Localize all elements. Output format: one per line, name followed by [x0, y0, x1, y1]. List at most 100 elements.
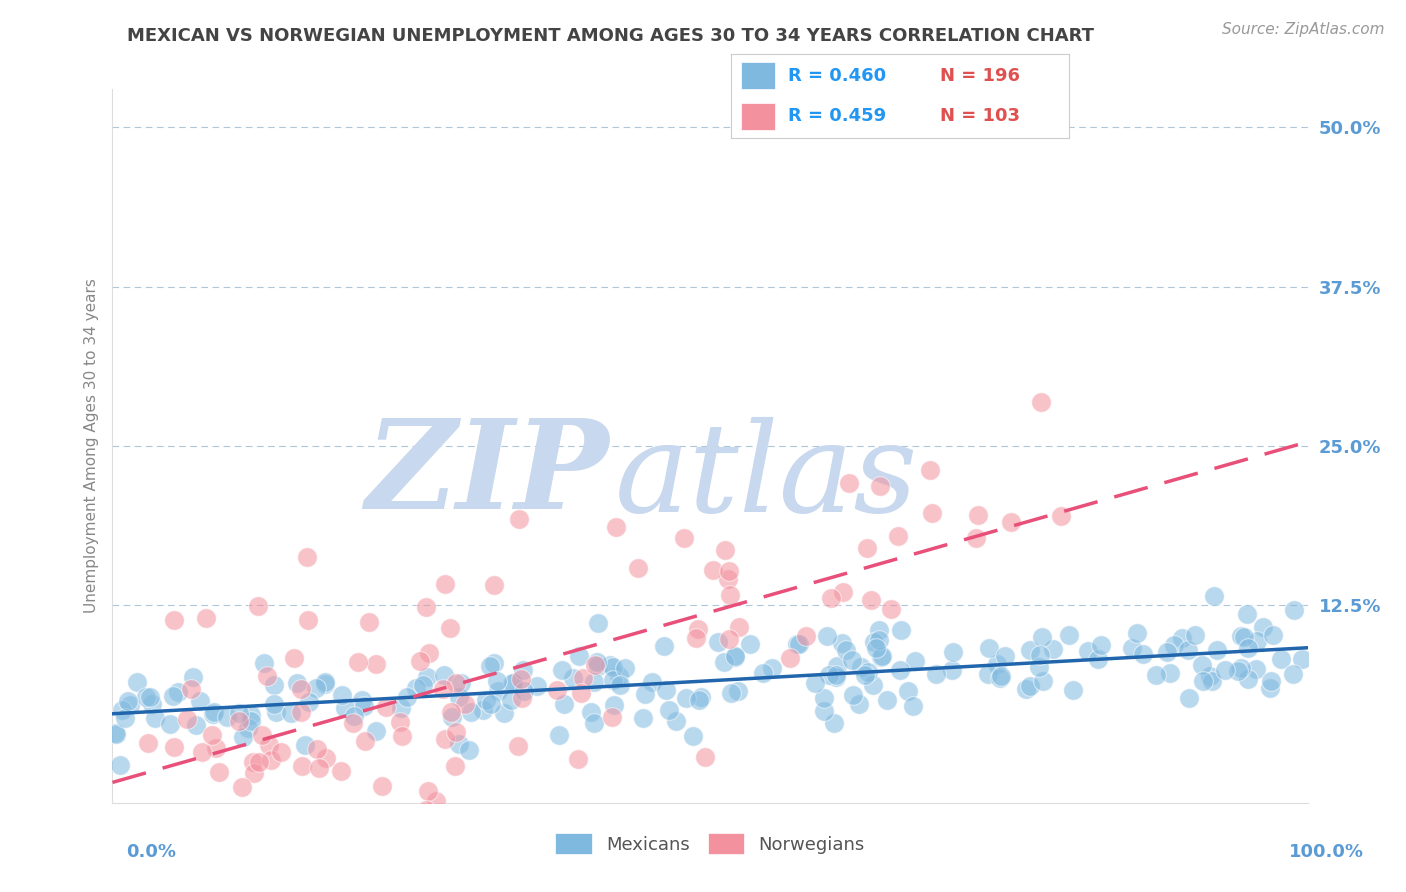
- Point: [510, 672, 533, 686]
- Point: [1000, 515, 1022, 529]
- Point: [842, 688, 865, 702]
- Point: [685, 631, 707, 645]
- Point: [1028, 660, 1050, 674]
- Point: [1199, 669, 1222, 683]
- Point: [238, 721, 260, 735]
- Point: [195, 611, 218, 625]
- Point: [138, 736, 160, 750]
- Point: [641, 675, 664, 690]
- Point: [111, 703, 134, 717]
- Point: [415, 803, 437, 817]
- Point: [159, 716, 181, 731]
- Point: [582, 715, 605, 730]
- Point: [1204, 589, 1226, 603]
- Point: [876, 693, 898, 707]
- Point: [1236, 607, 1258, 622]
- Point: [179, 822, 201, 836]
- Point: [163, 613, 186, 627]
- Point: [526, 679, 548, 693]
- Point: [114, 711, 136, 725]
- Point: [412, 678, 434, 692]
- Point: [291, 759, 314, 773]
- Point: [713, 542, 735, 557]
- Point: [167, 685, 190, 699]
- Point: [513, 684, 536, 698]
- Point: [231, 780, 253, 794]
- Point: [1059, 628, 1081, 642]
- Point: [652, 639, 675, 653]
- Point: [308, 761, 330, 775]
- Point: [283, 651, 305, 665]
- Point: [1178, 690, 1201, 705]
- Point: [967, 508, 990, 523]
- Point: [1132, 648, 1154, 662]
- Point: [965, 531, 987, 545]
- Point: [432, 681, 454, 696]
- Point: [256, 669, 278, 683]
- Point: [201, 727, 224, 741]
- Point: [263, 697, 285, 711]
- Point: [686, 622, 709, 636]
- Point: [190, 745, 212, 759]
- Point: [602, 660, 624, 674]
- Point: [202, 707, 225, 722]
- Point: [942, 645, 965, 659]
- Point: [870, 649, 893, 664]
- Point: [202, 705, 225, 719]
- Point: [285, 676, 308, 690]
- Point: [1282, 667, 1305, 681]
- Point: [918, 462, 941, 476]
- Point: [204, 740, 226, 755]
- Point: [359, 615, 381, 629]
- Point: [990, 669, 1012, 683]
- Point: [446, 676, 468, 690]
- Point: [240, 708, 263, 723]
- Text: ZIP: ZIP: [364, 414, 609, 535]
- Point: [1015, 682, 1038, 697]
- Point: [824, 668, 846, 682]
- Point: [391, 729, 413, 743]
- Point: [720, 686, 742, 700]
- Point: [1263, 627, 1285, 641]
- Point: [162, 689, 184, 703]
- Point: [501, 693, 523, 707]
- Point: [415, 600, 437, 615]
- Point: [583, 658, 606, 673]
- Point: [108, 757, 131, 772]
- Point: [443, 759, 465, 773]
- Point: [813, 704, 835, 718]
- Point: [396, 690, 419, 704]
- Point: [1291, 652, 1313, 666]
- Point: [294, 738, 316, 752]
- Point: [690, 690, 713, 705]
- Point: [1163, 638, 1185, 652]
- Point: [1090, 638, 1112, 652]
- Point: [1260, 674, 1282, 689]
- Point: [260, 753, 283, 767]
- Point: [572, 671, 595, 685]
- Point: [707, 635, 730, 649]
- Point: [1230, 629, 1253, 643]
- Point: [599, 658, 621, 673]
- Point: [1029, 648, 1052, 662]
- Text: 0.0%: 0.0%: [127, 843, 177, 861]
- Point: [366, 724, 388, 739]
- Point: [304, 681, 326, 695]
- Point: [1126, 625, 1149, 640]
- Point: [548, 728, 571, 742]
- Point: [831, 635, 853, 649]
- Point: [832, 585, 855, 599]
- Point: [1230, 661, 1253, 675]
- Point: [315, 751, 337, 765]
- Point: [232, 730, 254, 744]
- Point: [228, 714, 250, 728]
- Point: [329, 764, 352, 778]
- Point: [478, 659, 501, 673]
- Point: [815, 628, 838, 642]
- Point: [569, 686, 592, 700]
- Point: [252, 728, 274, 742]
- Point: [143, 711, 166, 725]
- Point: [1192, 674, 1215, 689]
- Point: [675, 691, 697, 706]
- Text: 100.0%: 100.0%: [1289, 843, 1364, 861]
